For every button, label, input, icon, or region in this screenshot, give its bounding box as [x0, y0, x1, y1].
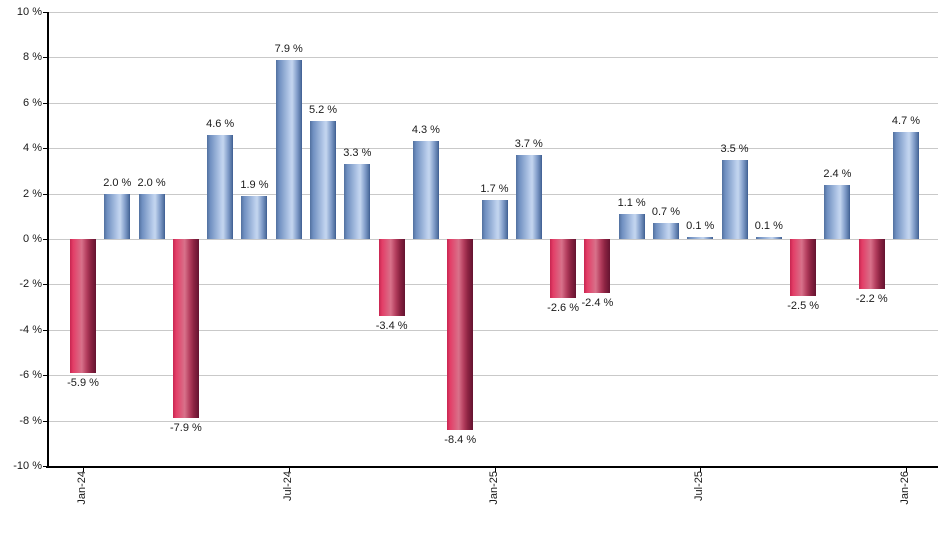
bar-value-label: 2.4 %: [823, 167, 852, 180]
x-axis-tick: [83, 466, 84, 472]
y-axis-label: 8 %: [23, 51, 42, 64]
bar-value-label: 2.0 %: [103, 176, 132, 189]
h-gridline: [48, 57, 938, 59]
y-axis-tick: [43, 12, 48, 13]
x-axis-label: Jan-25: [487, 471, 500, 505]
h-gridline: [48, 12, 938, 13]
bar-positive: [824, 184, 851, 239]
bar-negative: [584, 239, 611, 294]
bar-positive: [310, 120, 337, 239]
x-axis-tick: [700, 466, 702, 472]
bar-negative: [378, 239, 405, 317]
bar-positive: [138, 193, 165, 239]
h-gridline: [48, 284, 938, 286]
bar-value-label: 4.6 %: [206, 117, 235, 130]
bar-positive: [893, 132, 919, 239]
y-axis-label: 10 %: [16, 6, 42, 18]
x-axis-tick: [906, 466, 907, 472]
bar-value-label: 2.0 %: [137, 176, 166, 189]
bar-positive: [721, 159, 748, 239]
y-axis-label: 0 %: [23, 233, 42, 245]
y-axis-label: -10 %: [13, 460, 42, 472]
bar-value-label: -3.4 %: [375, 320, 408, 333]
y-axis-tick: [43, 148, 48, 150]
bar-value-label: 7.9 %: [274, 42, 303, 55]
bar-value-label: 3.7 %: [514, 138, 543, 150]
y-axis-tick: [43, 420, 48, 422]
x-axis-tick: [288, 466, 290, 472]
bar-negative: [550, 239, 577, 299]
bar-positive: [652, 223, 679, 239]
bar-positive: [515, 155, 542, 239]
h-gridline: [48, 375, 938, 377]
bar-value-label: -2.2 %: [855, 292, 888, 305]
h-gridline: [48, 329, 938, 331]
bar-positive: [412, 141, 439, 239]
bar-positive: [618, 214, 645, 239]
bar-value-label: 1.1 %: [617, 197, 646, 210]
bar-value-label: 0.1 %: [754, 219, 783, 232]
x-axis-label: Jul-25: [693, 471, 706, 501]
bar-positive: [241, 195, 268, 239]
y-axis-tick: [43, 466, 48, 467]
bar-value-label: 1.7 %: [480, 183, 509, 196]
bar-value-label: 1.9 %: [240, 178, 269, 191]
y-axis-label: 2 %: [23, 187, 42, 200]
bar-value-label: -2.5 %: [787, 299, 820, 312]
y-axis-label: -4 %: [19, 323, 42, 336]
h-gridline: [48, 193, 938, 195]
y-axis-tick: [43, 102, 48, 104]
bar-value-label: 4.3 %: [411, 124, 440, 137]
bar-value-label: -2.4 %: [581, 297, 614, 310]
bar-value-label: -8.4 %: [444, 433, 477, 446]
h-gridline: [48, 148, 938, 150]
bar-negative: [70, 239, 96, 373]
x-axis: [46, 466, 938, 468]
bar-value-label: 0.1 %: [686, 219, 715, 232]
bar-value-label: -2.6 %: [547, 302, 579, 315]
bar-value-label: 5.2 %: [308, 103, 338, 116]
bar-value-label: -5.9 %: [67, 376, 99, 389]
bar-negative: [447, 239, 474, 430]
bar-negative: [858, 239, 885, 289]
bar-value-label: 4.7 %: [891, 115, 921, 128]
h-gridline: [48, 420, 938, 422]
bar-positive: [481, 200, 508, 239]
x-axis-label: Jul-24: [281, 471, 294, 501]
h-gridline: [48, 102, 938, 104]
x-axis-tick: [494, 466, 496, 472]
bar-positive: [344, 164, 371, 239]
y-axis: [47, 12, 49, 468]
bar-positive: [275, 59, 302, 239]
x-axis-label: Jan-26: [899, 471, 911, 505]
bar-value-label: 3.5 %: [720, 142, 749, 155]
y-axis-tick: [43, 57, 48, 59]
bar-positive: [755, 236, 782, 239]
bar-positive: [207, 134, 234, 239]
y-axis-tick: [43, 239, 48, 240]
y-axis-label: 4 %: [23, 142, 42, 155]
x-axis-label: Jan-24: [76, 471, 88, 505]
y-axis-tick: [43, 375, 48, 377]
h-gridline: [48, 239, 938, 240]
bar-value-label: 3.3 %: [343, 147, 372, 160]
y-axis-tick: [43, 284, 48, 286]
bar-positive: [687, 236, 714, 239]
bar-negative: [172, 239, 199, 419]
y-axis-tick: [43, 193, 48, 195]
y-axis-tick: [43, 329, 48, 331]
y-axis-label: -2 %: [19, 278, 42, 291]
y-axis-label: 6 %: [23, 96, 42, 109]
y-axis-label: -8 %: [19, 414, 42, 427]
y-axis-label: -6 %: [19, 369, 42, 382]
bar-value-label: 0.7 %: [651, 206, 681, 219]
bar-negative: [790, 239, 817, 296]
bar-positive: [104, 193, 131, 239]
bar-value-label: -7.9 %: [169, 422, 202, 435]
